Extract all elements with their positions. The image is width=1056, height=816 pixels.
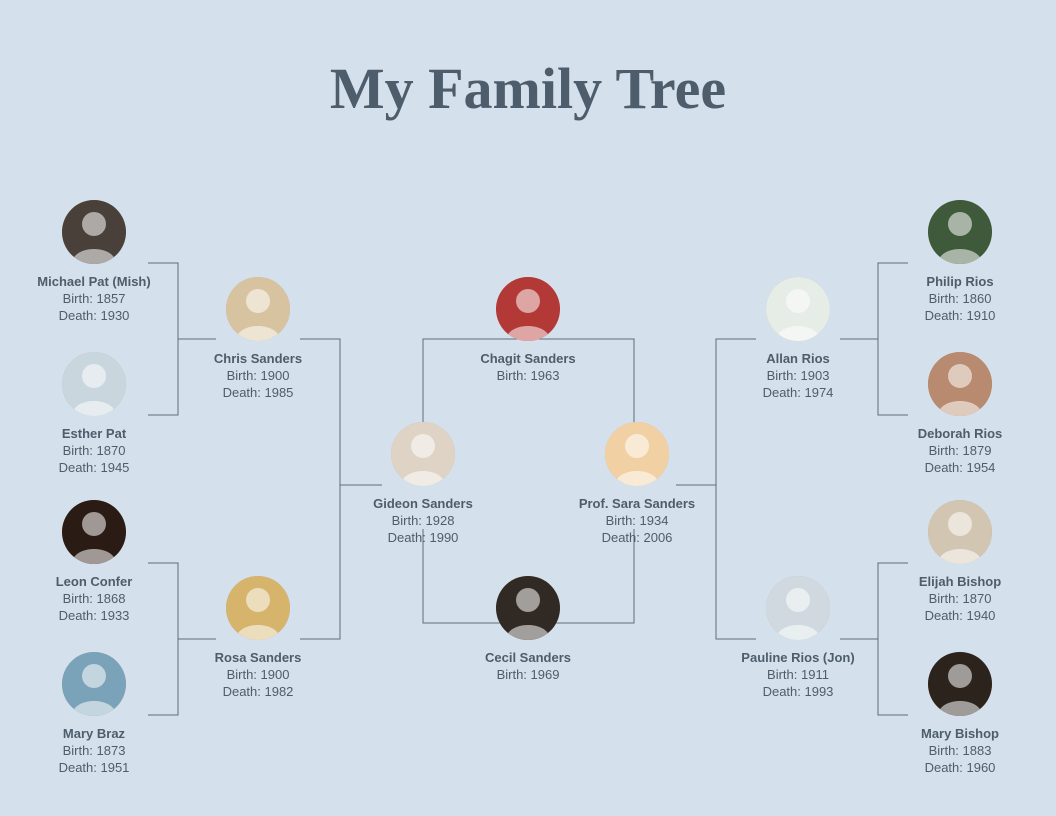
person-birth: Birth: 1857	[14, 291, 174, 308]
person-name: Deborah Rios	[880, 426, 1040, 443]
person-name: Elijah Bishop	[880, 574, 1040, 591]
person-birth: Birth: 1900	[178, 368, 338, 385]
person-node-chris: Chris SandersBirth: 1900Death: 1985	[178, 277, 338, 402]
person-death: Death: 1954	[880, 460, 1040, 477]
person-birth: Birth: 1903	[718, 368, 878, 385]
person-birth: Birth: 1873	[14, 743, 174, 760]
person-node-gideon: Gideon SandersBirth: 1928Death: 1990	[343, 422, 503, 547]
person-node-leon: Leon ConferBirth: 1868Death: 1933	[14, 500, 174, 625]
person-node-esther: Esther PatBirth: 1870Death: 1945	[14, 352, 174, 477]
avatar	[62, 652, 126, 716]
person-birth: Birth: 1883	[880, 743, 1040, 760]
avatar	[766, 277, 830, 341]
person-node-rosa: Rosa SandersBirth: 1900Death: 1982	[178, 576, 338, 701]
avatar	[605, 422, 669, 486]
avatar	[496, 576, 560, 640]
person-birth: Birth: 1870	[14, 443, 174, 460]
avatar	[928, 652, 992, 716]
person-node-philip: Philip RiosBirth: 1860Death: 1910	[880, 200, 1040, 325]
person-node-deborah: Deborah RiosBirth: 1879Death: 1954	[880, 352, 1040, 477]
avatar	[226, 576, 290, 640]
avatar	[391, 422, 455, 486]
person-birth: Birth: 1934	[557, 513, 717, 530]
avatar	[928, 200, 992, 264]
person-node-pauline: Pauline Rios (Jon)Birth: 1911Death: 1993	[718, 576, 878, 701]
person-birth: Birth: 1870	[880, 591, 1040, 608]
avatar	[766, 576, 830, 640]
person-birth: Birth: 1868	[14, 591, 174, 608]
person-name: Philip Rios	[880, 274, 1040, 291]
person-death: Death: 1951	[14, 760, 174, 777]
person-birth: Birth: 1963	[448, 368, 608, 385]
person-birth: Birth: 1879	[880, 443, 1040, 460]
person-death: Death: 1985	[178, 385, 338, 402]
avatar	[62, 352, 126, 416]
person-name: Chagit Sanders	[448, 351, 608, 368]
avatar	[62, 200, 126, 264]
person-birth: Birth: 1928	[343, 513, 503, 530]
page-title: My Family Tree	[0, 55, 1056, 122]
person-death: Death: 2006	[557, 530, 717, 547]
person-node-mary_bi: Mary BishopBirth: 1883Death: 1960	[880, 652, 1040, 777]
avatar	[496, 277, 560, 341]
person-death: Death: 1940	[880, 608, 1040, 625]
avatar	[928, 500, 992, 564]
person-name: Esther Pat	[14, 426, 174, 443]
person-node-elijah: Elijah BishopBirth: 1870Death: 1940	[880, 500, 1040, 625]
person-death: Death: 1990	[343, 530, 503, 547]
person-name: Leon Confer	[14, 574, 174, 591]
person-death: Death: 1982	[178, 684, 338, 701]
person-birth: Birth: 1969	[448, 667, 608, 684]
person-death: Death: 1974	[718, 385, 878, 402]
person-death: Death: 1945	[14, 460, 174, 477]
person-name: Prof. Sara Sanders	[557, 496, 717, 513]
person-name: Mary Braz	[14, 726, 174, 743]
person-name: Gideon Sanders	[343, 496, 503, 513]
person-node-mary_b: Mary BrazBirth: 1873Death: 1951	[14, 652, 174, 777]
person-death: Death: 1993	[718, 684, 878, 701]
avatar	[62, 500, 126, 564]
person-birth: Birth: 1911	[718, 667, 878, 684]
person-name: Chris Sanders	[178, 351, 338, 368]
person-node-cecil: Cecil SandersBirth: 1969	[448, 576, 608, 684]
person-name: Michael Pat (Mish)	[14, 274, 174, 291]
person-name: Pauline Rios (Jon)	[718, 650, 878, 667]
person-node-chagit: Chagit SandersBirth: 1963	[448, 277, 608, 385]
avatar	[928, 352, 992, 416]
person-death: Death: 1933	[14, 608, 174, 625]
person-name: Cecil Sanders	[448, 650, 608, 667]
person-death: Death: 1930	[14, 308, 174, 325]
person-death: Death: 1910	[880, 308, 1040, 325]
avatar	[226, 277, 290, 341]
person-death: Death: 1960	[880, 760, 1040, 777]
person-name: Rosa Sanders	[178, 650, 338, 667]
person-birth: Birth: 1860	[880, 291, 1040, 308]
person-name: Allan Rios	[718, 351, 878, 368]
person-birth: Birth: 1900	[178, 667, 338, 684]
person-node-allan: Allan RiosBirth: 1903Death: 1974	[718, 277, 878, 402]
person-node-sara: Prof. Sara SandersBirth: 1934Death: 2006	[557, 422, 717, 547]
person-name: Mary Bishop	[880, 726, 1040, 743]
person-node-michael: Michael Pat (Mish)Birth: 1857Death: 1930	[14, 200, 174, 325]
